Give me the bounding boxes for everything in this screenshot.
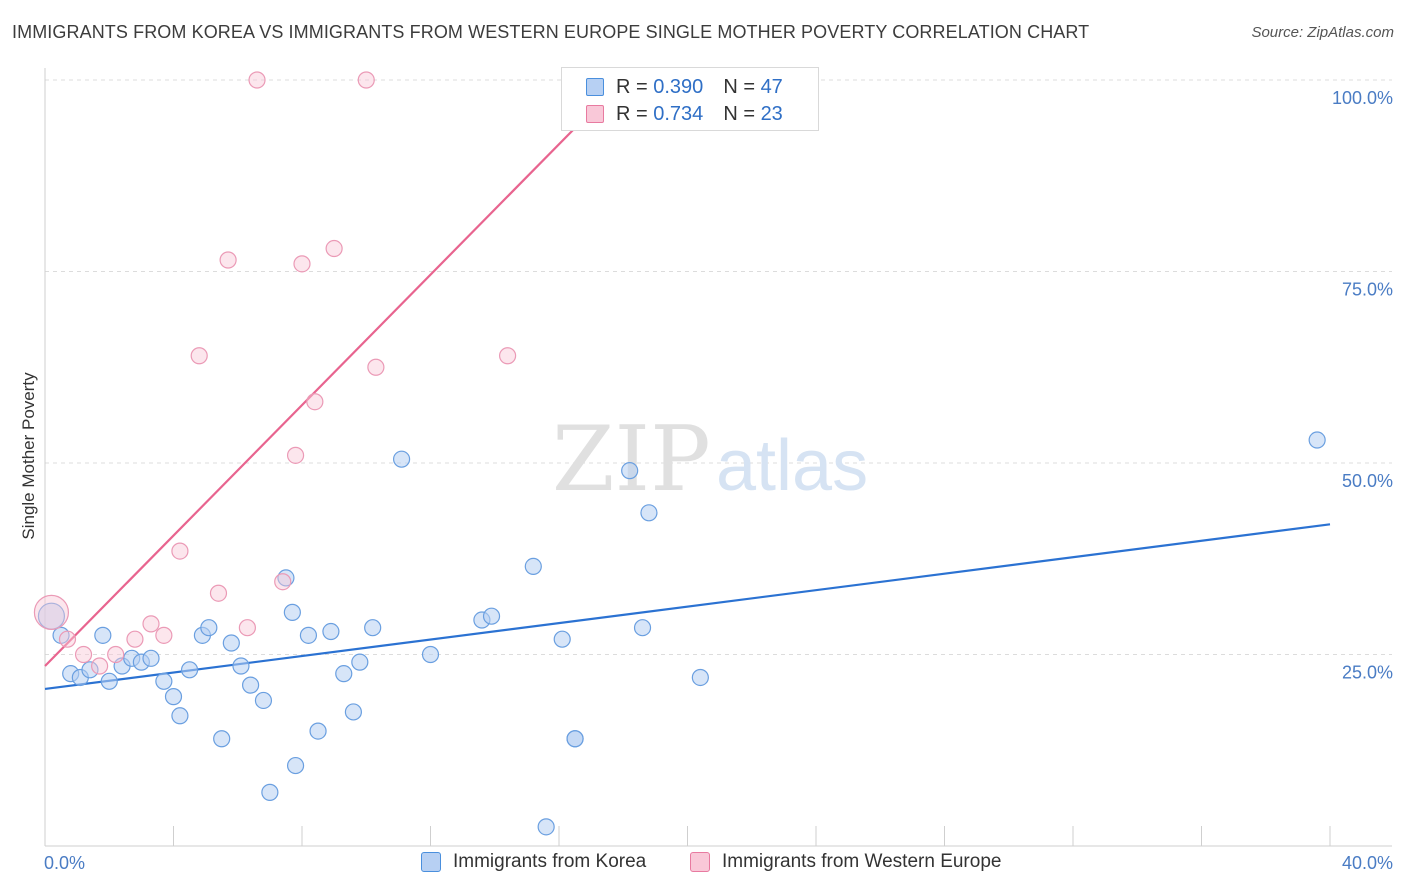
korea-point-18 <box>222 634 240 652</box>
western-europe-point-6 <box>142 615 160 633</box>
korea-point-33 <box>392 450 411 468</box>
legend-r-label-western-europe: R = <box>616 102 654 125</box>
korea-point-34 <box>421 645 440 664</box>
korea-point-16 <box>200 619 218 637</box>
trend-line-1 <box>44 94 608 667</box>
legend-n-value-western-europe: 23 <box>760 102 783 125</box>
korea-point-37 <box>524 557 542 576</box>
korea-point-5 <box>94 626 112 644</box>
korea-point-10 <box>142 649 160 667</box>
western-europe-point-20 <box>367 358 385 376</box>
y-tick-label-0: 25.0% <box>1342 663 1393 683</box>
y-tick-label-1: 50.0% <box>1342 471 1393 491</box>
legend-label-korea: Immigrants from Korea <box>453 851 647 872</box>
korea-point-31 <box>351 653 369 671</box>
legend-item-western-europe: Immigrants from Western Europe <box>690 851 1001 873</box>
korea-point-41 <box>566 730 584 748</box>
x-tick-label-1: 40.0% <box>1342 853 1393 873</box>
western-europe-point-17 <box>306 393 324 411</box>
korea-point-19 <box>232 657 250 675</box>
trend-lines <box>44 94 1331 691</box>
legend-swatch-korea-bottom <box>421 852 441 872</box>
western-europe-point-4 <box>107 645 125 664</box>
korea-point-22 <box>261 783 279 801</box>
korea-point-29 <box>335 665 353 683</box>
western-europe-point-21 <box>499 347 517 365</box>
korea-point-12 <box>164 688 183 706</box>
western-europe-point-19 <box>357 71 375 89</box>
korea-point-11 <box>155 672 173 690</box>
y-tick-label-3: 100.0% <box>1332 88 1393 108</box>
korea-point-20 <box>242 676 260 694</box>
western-europe-point-14 <box>274 573 292 591</box>
legend-row-korea: R = 0.390 N = 47 <box>586 74 783 100</box>
western-europe-point-7 <box>155 626 173 644</box>
legend-swatch-korea <box>586 78 604 96</box>
western-europe-point-8 <box>171 542 189 560</box>
source-label: Source: ZipAtlas.com <box>1251 24 1394 41</box>
axes <box>44 68 1392 847</box>
legend-n-value-korea: 47 <box>760 75 783 98</box>
legend-swatch-western-europe-bottom <box>690 852 710 872</box>
korea-point-30 <box>344 703 362 721</box>
western-europe-point-1 <box>58 630 77 648</box>
western-europe-point-10 <box>209 584 228 602</box>
legend-row-western-europe: R = 0.734 N = 23 <box>586 101 783 127</box>
korea-point-39 <box>553 630 571 648</box>
western-europe-point-13 <box>248 71 266 89</box>
western-europe-point-9 <box>190 347 208 365</box>
korea-point-46 <box>1308 431 1326 449</box>
korea-point-14 <box>180 661 199 679</box>
correlation-legend: R = 0.390 N = 47 R = 0.734 N = 23 <box>561 67 819 131</box>
western-europe-point-0 <box>33 594 70 630</box>
korea-point-42 <box>621 462 639 480</box>
korea-point-36 <box>482 607 501 625</box>
western-europe-point-15 <box>286 446 305 464</box>
korea-point-45 <box>691 668 709 687</box>
korea-point-13 <box>171 707 189 725</box>
legend-item-korea: Immigrants from Korea <box>421 851 646 873</box>
legend-n-label-western-europe: N = <box>723 102 761 125</box>
watermark: ZIP atlas <box>552 407 868 512</box>
western-europe-point-2 <box>74 645 93 664</box>
korea-point-38 <box>537 818 555 836</box>
korea-point-6 <box>100 672 118 690</box>
western-europe-point-11 <box>219 251 237 269</box>
western-europe-point-16 <box>293 255 311 273</box>
series-legend: Immigrants from Korea Immigrants from We… <box>0 851 1406 879</box>
western-europe-point-3 <box>91 657 109 675</box>
korea-point-26 <box>299 626 318 644</box>
legend-swatch-western-europe <box>586 105 604 123</box>
legend-r-value-korea: 0.390 <box>653 75 704 98</box>
korea-point-28 <box>322 622 340 641</box>
y-tick-label-2: 75.0% <box>1342 280 1393 300</box>
korea-point-21 <box>254 691 273 710</box>
korea-point-17 <box>213 730 231 748</box>
korea-point-27 <box>309 722 327 740</box>
korea-point-44 <box>640 504 658 522</box>
legend-r-value-western-europe: 0.734 <box>653 102 704 125</box>
chart-title: IMMIGRANTS FROM KOREA VS IMMIGRANTS FROM… <box>12 22 1090 42</box>
legend-n-label-korea: N = <box>723 75 761 98</box>
data-points <box>33 71 1326 836</box>
korea-point-43 <box>633 619 652 637</box>
legend-r-label-korea: R = <box>616 75 654 98</box>
korea-point-25 <box>286 756 305 775</box>
y-axis-label: Single Mother Poverty <box>19 372 38 540</box>
watermark-zip: ZIP <box>552 407 711 512</box>
legend-label-western-europe: Immigrants from Western Europe <box>722 851 1002 872</box>
western-europe-point-5 <box>126 630 144 648</box>
watermark-atlas: atlas <box>716 426 868 506</box>
x-tick-label-0: 0.0% <box>44 853 85 873</box>
western-europe-point-12 <box>238 619 256 637</box>
korea-point-32 <box>364 619 382 637</box>
korea-point-24 <box>283 603 301 621</box>
grid-lines <box>45 79 1392 655</box>
trend-line-0 <box>44 523 1331 691</box>
tick-labels: 25.0% 50.0% 75.0% 100.0% 0.0% 40.0% <box>44 88 1393 873</box>
korea-point-4 <box>81 661 99 679</box>
western-europe-point-18 <box>325 239 343 258</box>
